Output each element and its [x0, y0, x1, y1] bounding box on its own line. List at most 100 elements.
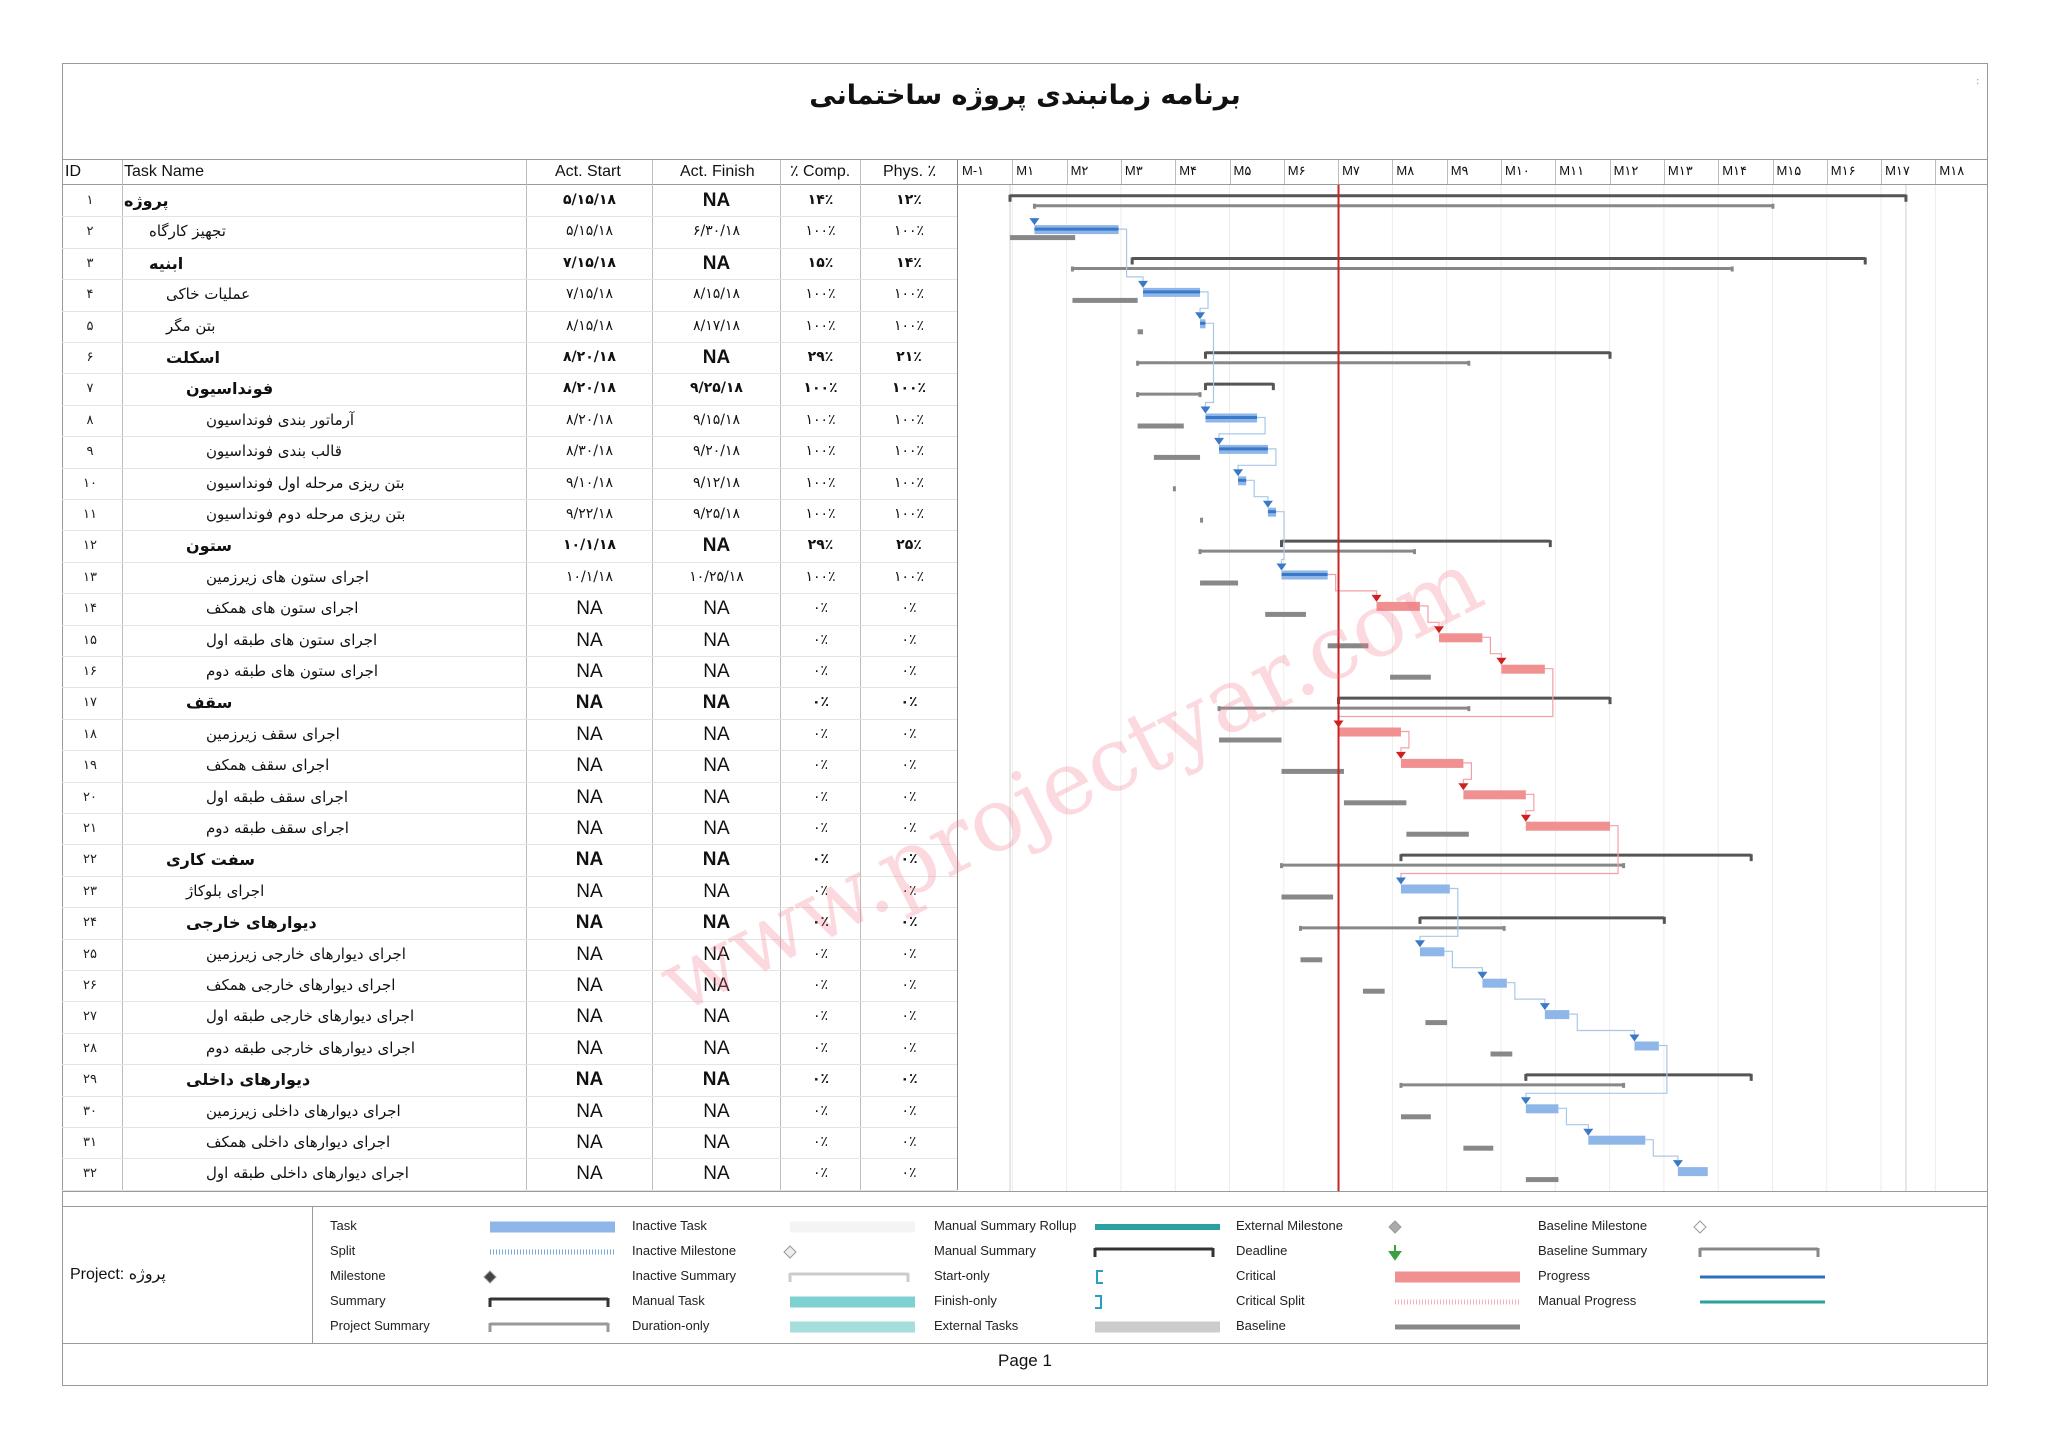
task-name[interactable]: ابنیه [149, 253, 184, 273]
task-name[interactable]: اجرای دیوارهای داخلی طبقه اول [206, 1164, 409, 1183]
task-name[interactable]: اجرای سقف همکف [206, 756, 330, 775]
task-row[interactable]: ۱۲ ستون ۱۰/۱/۱۸ NA ۲۹٪ ۲۵٪ [0, 530, 957, 561]
task-name[interactable]: آرماتور بندی فونداسیون [206, 410, 355, 429]
summary-bar[interactable] [1280, 539, 1552, 548]
task-name[interactable]: اجرای سقف زیرزمین [206, 724, 340, 743]
task-bar[interactable] [1588, 1135, 1646, 1145]
task-row[interactable]: ۲ تجهیز کارگاه ۵/۱۵/۱۸ ۶/۳۰/۱۸ ۱۰۰٪ ۱۰۰٪ [0, 216, 957, 247]
column-header-task-name[interactable]: Task Name [124, 163, 205, 180]
task-name[interactable]: اجرای ستون های طبقه دوم [206, 662, 379, 680]
task-name[interactable]: قالب بندی فونداسیون [206, 442, 342, 461]
summary-bar[interactable] [1130, 257, 1867, 265]
task-name[interactable]: فونداسیون [186, 379, 274, 399]
task-bar[interactable] [1419, 947, 1445, 957]
task-name[interactable]: اجرای ستون های زیرزمین [206, 567, 369, 586]
summary-bar[interactable] [1524, 1073, 1753, 1081]
task-name[interactable]: اجرای ستون های همکف [206, 599, 359, 618]
task-row[interactable]: ۲۹ دیوارهای داخلی NA NA ۰٪ ۰٪ [0, 1064, 957, 1095]
task-row[interactable]: ۷ فونداسیون ۸/۲۰/۱۸ ۹/۲۵/۱۸ ۱۰۰٪ ۱۰۰٪ [0, 373, 957, 404]
task-row[interactable]: ۳۰ اجرای دیوارهای داخلی زیرزمین NA NA ۰٪ ۰٪ [0, 1096, 957, 1127]
task-name[interactable]: بتن مگر [166, 316, 216, 335]
column-header-comp[interactable]: ٪ Comp. [790, 163, 851, 180]
task-row[interactable]: ۳ ابنیه ۷/۱۵/۱۸ NA ۱۵٪ ۱۴٪ [0, 248, 957, 279]
summary-bar[interactable] [1399, 853, 1753, 862]
task-name[interactable]: ستون [186, 536, 232, 556]
task-row[interactable]: ۴ عملیات خاکی ۷/۱۵/۱۸ ۸/۱۵/۱۸ ۱۰۰٪ ۱۰۰٪ [0, 279, 957, 310]
task-row[interactable]: ۳۲ اجرای دیوارهای داخلی طبقه اول NA NA ۰٪ ۰٪ [0, 1158, 957, 1189]
task-bar[interactable] [1634, 1041, 1659, 1051]
summary-bar[interactable] [1418, 916, 1666, 924]
task-bar[interactable] [1525, 1104, 1559, 1114]
task-name[interactable]: اجرای دیوارهای خارجی همکف [206, 976, 396, 994]
task-name[interactable]: اسکلت [166, 348, 220, 367]
column-header-act-finish[interactable]: Act. Finish [680, 163, 755, 180]
task-name[interactable]: اجرای دیوارهای خارجی طبقه اول [206, 1007, 415, 1026]
task-row[interactable]: ۱۷ سقف NA NA ۰٪ ۰٪ [0, 687, 957, 718]
task-name[interactable]: اجرای سقف طبقه اول [206, 787, 349, 806]
critical-task-bar[interactable] [1376, 601, 1420, 611]
summary-bar[interactable] [1203, 351, 1612, 359]
column-header-act-start[interactable]: Act. Start [555, 163, 621, 180]
task-row[interactable]: ۱۶ اجرای ستون های طبقه دوم NA NA ۰٪ ۰٪ [0, 656, 957, 687]
task-row[interactable]: ۱۴ اجرای ستون های همکف NA NA ۰٪ ۰٪ [0, 593, 957, 624]
task-row[interactable]: ۱۳ اجرای ستون های زیرزمین ۱۰/۱/۱۸ ۱۰/۲۵/۱۸ ۱… [0, 562, 957, 593]
dependency-arrow [1629, 1034, 1640, 1042]
task-row[interactable]: ۸ آرماتور بندی فونداسیون ۸/۲۰/۱۸ ۹/۱۵/۱۸ ۱۰۰… [0, 405, 957, 436]
task-name[interactable]: اجرای دیوارهای خارجی طبقه دوم [206, 1038, 416, 1057]
summary-bar[interactable] [1203, 382, 1275, 391]
task-name[interactable]: اجرای سقف طبقه دوم [206, 819, 349, 837]
column-header-phys[interactable]: Phys. ٪ [883, 163, 937, 180]
task-id: ۲۰ [83, 789, 97, 805]
task-name[interactable]: اجرای ستون های طبقه اول [206, 630, 378, 649]
task-row[interactable]: ۲۷ اجرای دیوارهای خارجی طبقه اول NA NA ۰٪ ۰٪ [0, 1001, 957, 1032]
task-name[interactable]: اجرای دیوارهای خارجی زیرزمین [206, 944, 406, 963]
task-row[interactable]: ۹ قالب بندی فونداسیون ۸/۳۰/۱۸ ۹/۲۰/۱۸ ۱۰۰٪ ۱۰… [0, 436, 957, 467]
task-bar[interactable] [1544, 1010, 1570, 1020]
timescale-tick [1555, 160, 1557, 184]
task-row[interactable]: ۲۲ سفت کاری NA NA ۰٪ ۰٪ [0, 844, 957, 875]
task-bar[interactable] [1482, 978, 1507, 988]
summary-bar[interactable] [1337, 696, 1612, 705]
task-row[interactable]: ۱۱ بتن ریزی مرحله دوم فونداسیون ۹/۲۲/۱۸ ۹/۲… [0, 499, 957, 530]
task-bar[interactable] [1677, 1167, 1708, 1177]
task-row[interactable]: ۲۴ دیوارهای خارجی NA NA ۰٪ ۰٪ [0, 907, 957, 938]
summary-bar[interactable] [1008, 194, 1908, 202]
column-header-id[interactable]: ID [65, 163, 81, 180]
task-row[interactable]: ۱ پروژه ۵/۱۵/۱۸ NA ۱۴٪ ۱۲٪ [0, 185, 957, 216]
task-name[interactable]: سفت کاری [166, 850, 255, 870]
task-bar[interactable] [1400, 884, 1450, 894]
task-row[interactable]: ۲۸ اجرای دیوارهای خارجی طبقه دوم NA NA ۰٪ ۰٪ [0, 1033, 957, 1064]
task-name[interactable]: اجرای دیوارهای داخلی همکف [206, 1133, 391, 1151]
task-name[interactable]: بتن ریزی مرحله اول فونداسیون [206, 473, 405, 492]
task-row[interactable]: ۶ اسکلت ۸/۲۰/۱۸ NA ۲۹٪ ۲۱٪ [0, 342, 957, 373]
task-row[interactable]: ۱۰ بتن ریزی مرحله اول فونداسیون ۹/۱۰/۱۸ ۹/۱… [0, 468, 957, 499]
task-row[interactable]: ۳۱ اجرای دیوارهای داخلی همکف NA NA ۰٪ ۰٪ [0, 1127, 957, 1158]
task-row[interactable]: ۱۸ اجرای سقف زیرزمین NA NA ۰٪ ۰٪ [0, 719, 957, 750]
task-name[interactable]: تجهیز کارگاه [149, 222, 226, 241]
task-row[interactable]: ۱۵ اجرای ستون های طبقه اول NA NA ۰٪ ۰٪ [0, 625, 957, 656]
task-name[interactable]: سقف [186, 693, 233, 713]
task-act-start: ۸/۳۰/۱۸ [565, 443, 614, 460]
critical-task-bar[interactable] [1338, 727, 1401, 737]
baseline-bar [1219, 737, 1282, 743]
task-name[interactable]: دیوارهای خارجی [186, 913, 317, 933]
task-row[interactable]: ۲۵ اجرای دیوارهای خارجی زیرزمین NA NA ۰٪ ۰٪ [0, 939, 957, 970]
task-row[interactable]: ۲۳ اجرای بلوکاژ NA NA ۰٪ ۰٪ [0, 876, 957, 907]
task-row[interactable]: ۲۱ اجرای سقف طبقه دوم NA NA ۰٪ ۰٪ [0, 813, 957, 844]
task-row[interactable]: ۲۰ اجرای سقف طبقه اول NA NA ۰٪ ۰٪ [0, 782, 957, 813]
task-row[interactable]: ۵ بتن مگر ۸/۱۵/۱۸ ۸/۱۷/۱۸ ۱۰۰٪ ۱۰۰٪ [0, 311, 957, 342]
critical-task-bar[interactable] [1438, 633, 1483, 643]
task-row[interactable]: ۲۶ اجرای دیوارهای خارجی همکف NA NA ۰٪ ۰٪ [0, 970, 957, 1001]
task-name[interactable]: دیوارهای داخلی [186, 1070, 311, 1090]
task-name[interactable]: بتن ریزی مرحله دوم فونداسیون [206, 505, 406, 523]
critical-task-bar[interactable] [1400, 758, 1464, 768]
critical-task-bar[interactable] [1501, 664, 1545, 674]
task-row[interactable]: ۱۹ اجرای سقف همکف NA NA ۰٪ ۰٪ [0, 750, 957, 781]
task-name[interactable]: اجرای دیوارهای داخلی زیرزمین [206, 1101, 401, 1120]
task-physical-percent: ۱۰۰٪ [893, 317, 925, 334]
task-name[interactable]: اجرای بلوکاژ [186, 881, 265, 900]
task-name[interactable]: عملیات خاکی [166, 285, 251, 304]
critical-task-bar[interactable] [1525, 821, 1611, 831]
task-name[interactable]: پروژه [124, 191, 169, 210]
critical-task-bar[interactable] [1463, 790, 1526, 800]
